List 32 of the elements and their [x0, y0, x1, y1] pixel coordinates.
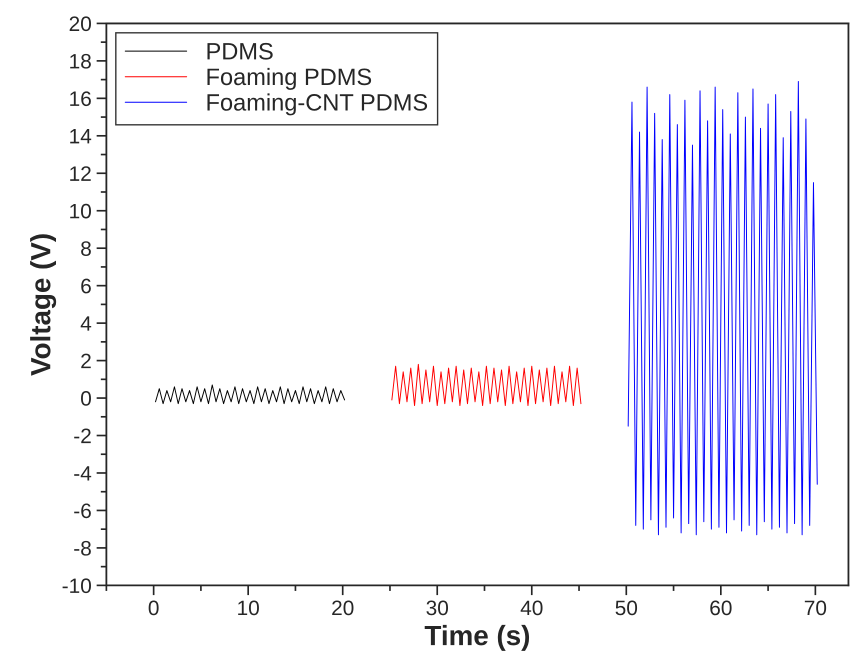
y-tick-label: 0: [81, 391, 91, 406]
line-series: [628, 81, 818, 536]
y-tick-label: -6: [74, 503, 91, 518]
legend-label: Foaming PDMS: [207, 68, 372, 90]
legend-label: PDMS: [207, 42, 273, 60]
y-tick-label: 4: [80, 316, 92, 331]
line-series: [155, 384, 346, 404]
x-tick-label: 10: [238, 600, 259, 616]
x-tick-label: 30: [426, 600, 448, 616]
y-tick-label: 2: [81, 354, 91, 368]
x-tick-label: 20: [332, 600, 354, 616]
y-tick-label: 16: [70, 91, 91, 106]
y-tick-label: 20: [70, 16, 91, 32]
x-tick-label: 40: [520, 600, 543, 616]
y-tick-label: -4: [74, 466, 92, 481]
y-tick-label: -10: [62, 578, 91, 594]
line-series: [391, 364, 582, 406]
y-axis-title: Voltage (V): [30, 234, 56, 376]
y-tick-label: 12: [70, 166, 91, 181]
y-tick-label: -8: [74, 540, 91, 556]
y-tick-label: 18: [70, 54, 91, 69]
y-tick-label: 8: [81, 241, 91, 256]
y-tick-label: 14: [70, 129, 92, 144]
y-tick-label: 10: [70, 204, 91, 218]
x-axis-title: Time (s): [424, 624, 530, 651]
y-tick-label: -2: [74, 428, 91, 444]
x-tick-label: 50: [616, 600, 638, 616]
x-tick-label: 70: [804, 600, 826, 616]
y-tick-label: 6: [81, 278, 91, 294]
x-tick-label: 0: [148, 600, 159, 616]
x-tick-label: 60: [710, 600, 732, 616]
legend-label: Foaming-CNT PDMS: [207, 93, 428, 116]
